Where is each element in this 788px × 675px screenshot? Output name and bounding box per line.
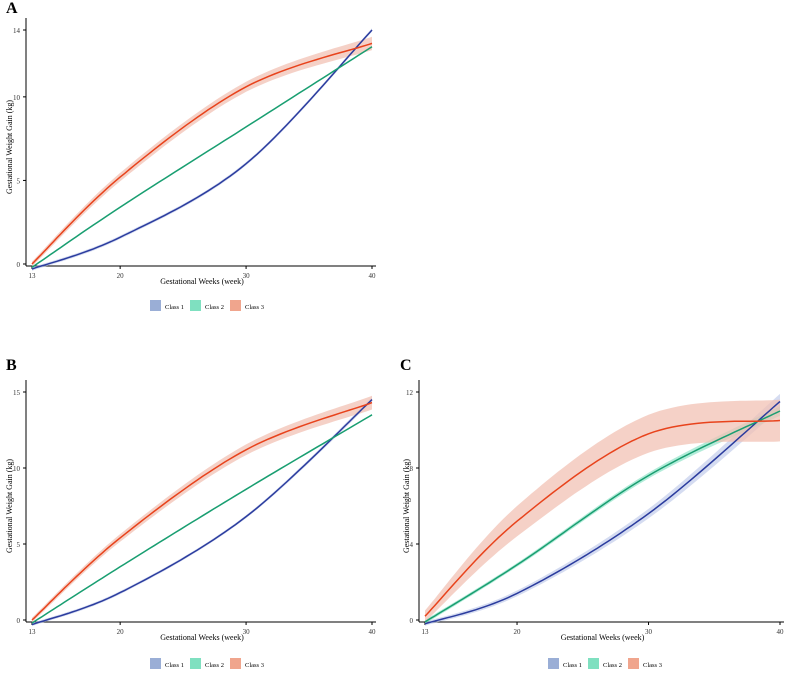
panel-a-legend-key-class-2 xyxy=(190,300,201,311)
panel-b-y-tick-label: 5 xyxy=(17,541,21,549)
panel-label-c: C xyxy=(400,357,412,374)
panel-c-x-tick-label: 13 xyxy=(422,628,430,636)
panel-b-x-tick-label: 20 xyxy=(117,628,125,636)
panel-b-band-class-3 xyxy=(32,395,372,623)
panel-a-legend-label-class-1: Class 1 xyxy=(165,304,184,311)
panel-c-legend-key-class-3 xyxy=(628,658,639,669)
panel-b-x-tick-label: 13 xyxy=(29,628,37,636)
panel-b-y-tick-label: 0 xyxy=(17,617,21,625)
panel-b-legend-key-class-2 xyxy=(190,658,201,669)
panel-c-line-class-2 xyxy=(424,410,781,623)
panel-c-y-tick-label: 8 xyxy=(410,465,414,473)
panel-b-line-class-1 xyxy=(31,399,373,626)
panel-c-y-axis-label: Gestational Weight Gain (kg) xyxy=(402,459,411,553)
panel-c-x-axis-label: Gestational Weeks (week) xyxy=(561,633,645,642)
panel-c-line-class-3 xyxy=(424,419,781,617)
panel-a-x-tick-label: 13 xyxy=(29,272,37,280)
panel-a-band-class-1 xyxy=(32,28,372,271)
panel-a-y-tick-label: 5 xyxy=(17,177,21,185)
panel-c-line-class-1 xyxy=(424,400,781,625)
panel-b-line-class-2 xyxy=(31,414,373,624)
panel-a-legend-key-class-3 xyxy=(230,300,241,311)
panel-c-legend-label-class-1: Class 1 xyxy=(563,662,582,669)
panel-a-x-tick-label: 40 xyxy=(369,272,377,280)
panel-b-band-class-1 xyxy=(32,397,372,627)
panel-c-x-tick-label: 40 xyxy=(777,628,785,636)
panel-a-x-axis-label: Gestational Weeks (week) xyxy=(160,277,244,286)
panel-b-legend-key-class-1 xyxy=(150,658,161,669)
panel-a-line-class-3 xyxy=(31,42,373,265)
panel-a-y-tick-label: 14 xyxy=(13,27,21,35)
panel-b-legend-label-class-1: Class 1 xyxy=(165,662,184,669)
panel-b-legend-label-class-2: Class 2 xyxy=(205,662,224,669)
panel-b-x-tick-label: 30 xyxy=(243,628,251,636)
panel-c-x-tick-label: 20 xyxy=(514,628,522,636)
panel-b-y-axis-label: Gestational Weight Gain (kg) xyxy=(5,459,14,553)
panel-b-y-tick-label: 10 xyxy=(13,465,21,473)
panel-a-x-tick-label: 30 xyxy=(243,272,251,280)
panel-b-legend-label-class-3: Class 3 xyxy=(245,662,264,669)
panel-c-legend-label-class-2: Class 2 xyxy=(603,662,622,669)
panel-b-y-tick-label: 15 xyxy=(13,389,21,397)
panel-c-y-tick-label: 0 xyxy=(410,617,414,625)
panel-a-line-class-2 xyxy=(31,46,373,268)
panel-a-legend-label-class-3: Class 3 xyxy=(245,304,264,311)
panel-label-a: A xyxy=(6,0,18,17)
panel-c-legend-key-class-2 xyxy=(588,658,599,669)
panel-a-line-class-1 xyxy=(31,29,373,270)
panel-c-x-tick-label: 30 xyxy=(645,628,653,636)
panel-a-legend-key-class-1 xyxy=(150,300,161,311)
panel-c-y-tick-label: 4 xyxy=(410,541,414,549)
panel-a-y-axis-label: Gestational Weight Gain (kg) xyxy=(5,100,14,194)
panel-a-y-tick-label: 10 xyxy=(13,94,21,102)
panel-a-x-tick-label: 20 xyxy=(117,272,125,280)
panel-b-legend-key-class-3 xyxy=(230,658,241,669)
panel-b-x-tick-label: 40 xyxy=(369,628,377,636)
panel-c-legend-key-class-1 xyxy=(548,658,559,669)
panel-label-b: B xyxy=(6,357,17,374)
panel-c-legend-label-class-3: Class 3 xyxy=(643,662,662,669)
panel-c-y-tick-label: 12 xyxy=(406,389,414,397)
panel-b-x-axis-label: Gestational Weeks (week) xyxy=(160,633,244,642)
panel-b-line-class-3 xyxy=(31,401,373,621)
panel-a-legend-label-class-2: Class 2 xyxy=(205,304,224,311)
panel-a-y-tick-label: 0 xyxy=(17,261,21,269)
